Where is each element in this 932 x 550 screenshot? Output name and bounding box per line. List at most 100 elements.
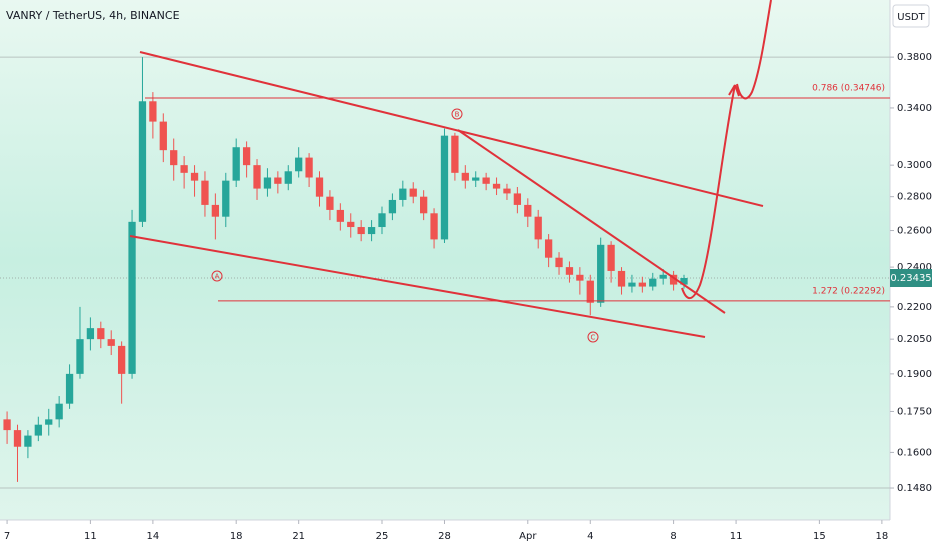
- candle-body: [367, 227, 376, 235]
- candle-body: [242, 147, 251, 166]
- candle-body: [534, 216, 542, 240]
- wedge-trendline: [457, 129, 726, 314]
- candle-body: [222, 180, 230, 217]
- grid: [0, 56, 890, 489]
- candle-body: [190, 172, 199, 181]
- candle-body: [680, 278, 688, 285]
- candle-body: [638, 282, 646, 287]
- last-price-tag: [890, 269, 932, 288]
- candle-body: [399, 188, 407, 200]
- candle-body: [461, 172, 469, 181]
- last-price-label: 0.23435: [890, 273, 931, 284]
- candle-body: [170, 150, 178, 166]
- candle-body: [357, 227, 365, 235]
- x-tick-label: 15: [813, 531, 826, 542]
- lower-trendline: [129, 235, 706, 338]
- x-tick-label: 25: [376, 531, 389, 542]
- x-tick-label: 7: [4, 531, 10, 542]
- x-tick-label: 18: [230, 531, 243, 542]
- candle-body: [13, 430, 22, 447]
- x-tick-label: 18: [876, 531, 889, 542]
- candle-body: [649, 278, 657, 287]
- candle-body: [149, 101, 157, 122]
- candle-body: [34, 424, 42, 436]
- candle-body: [472, 177, 480, 181]
- candle-body: [586, 280, 594, 303]
- candle-body: [336, 209, 344, 222]
- candle-body: [138, 101, 147, 222]
- x-tick-label: 11: [730, 531, 743, 542]
- overlay: VANRY / TetherUS, 4h, BINANCE USDT A B C…: [4, 4, 932, 542]
- wave-label-a: A: [211, 270, 223, 282]
- candle-body: [565, 267, 574, 275]
- candle-body: [76, 339, 84, 374]
- candle-body: [440, 135, 449, 240]
- candle-body: [284, 171, 292, 184]
- candle-body: [503, 188, 511, 194]
- candles: [3, 57, 688, 482]
- unit-box[interactable]: [892, 4, 930, 28]
- candle-body: [628, 282, 636, 287]
- candle-body: [482, 177, 490, 184]
- candle-body: [201, 180, 209, 205]
- wave-label: C: [591, 334, 596, 342]
- candle-body: [326, 196, 334, 210]
- x-tick-label: 14: [147, 531, 160, 542]
- candle-body: [117, 345, 126, 374]
- wave-circle: [211, 270, 223, 282]
- candle-body: [86, 328, 95, 340]
- fib-label: 1.272 (0.22292): [812, 286, 885, 296]
- candle-body: [305, 157, 313, 178]
- candle-body: [211, 204, 220, 217]
- x-tick-label: 21: [292, 531, 305, 542]
- candle-body: [388, 199, 397, 214]
- candle-body: [180, 165, 188, 173]
- candle-body: [669, 274, 678, 285]
- candle-body: [274, 177, 282, 184]
- chart-title: VANRY / TetherUS, 4h, BINANCE: [6, 9, 180, 22]
- candle-body: [492, 183, 501, 189]
- x-tick-label: 4: [587, 531, 593, 542]
- wave-label: A: [215, 273, 220, 281]
- x-tick-label: 11: [84, 531, 97, 542]
- candle-body: [45, 419, 53, 425]
- candle-body: [420, 196, 428, 214]
- candle-body: [97, 328, 105, 340]
- time-axis-background: [0, 520, 890, 550]
- projection-path: [681, 84, 736, 300]
- candle-body: [576, 274, 584, 281]
- candle-body: [55, 403, 63, 420]
- candle-body: [263, 177, 272, 189]
- drawings: [129, 0, 772, 338]
- candle-body: [315, 177, 324, 197]
- wave-label-b: B: [451, 108, 463, 120]
- candle-body: [544, 239, 553, 258]
- x-tick-label: 28: [438, 531, 451, 542]
- candle-body: [659, 274, 667, 279]
- plot-background: [0, 0, 890, 520]
- candle-body: [159, 121, 167, 151]
- candle-body: [65, 373, 74, 404]
- wave-circle: [451, 108, 463, 120]
- candle-body: [347, 221, 355, 228]
- candle-body: [3, 419, 11, 431]
- wave-label-c: C: [587, 331, 599, 343]
- candle-body: [295, 157, 303, 172]
- wave-label: B: [455, 111, 460, 119]
- x-tick-label: Apr: [519, 531, 537, 542]
- candle-body: [607, 244, 615, 271]
- upper-trendline: [139, 51, 764, 207]
- candle-body: [107, 339, 115, 346]
- y-tick-label: 0.38000: [897, 52, 932, 63]
- x-tick-label: 8: [670, 531, 676, 542]
